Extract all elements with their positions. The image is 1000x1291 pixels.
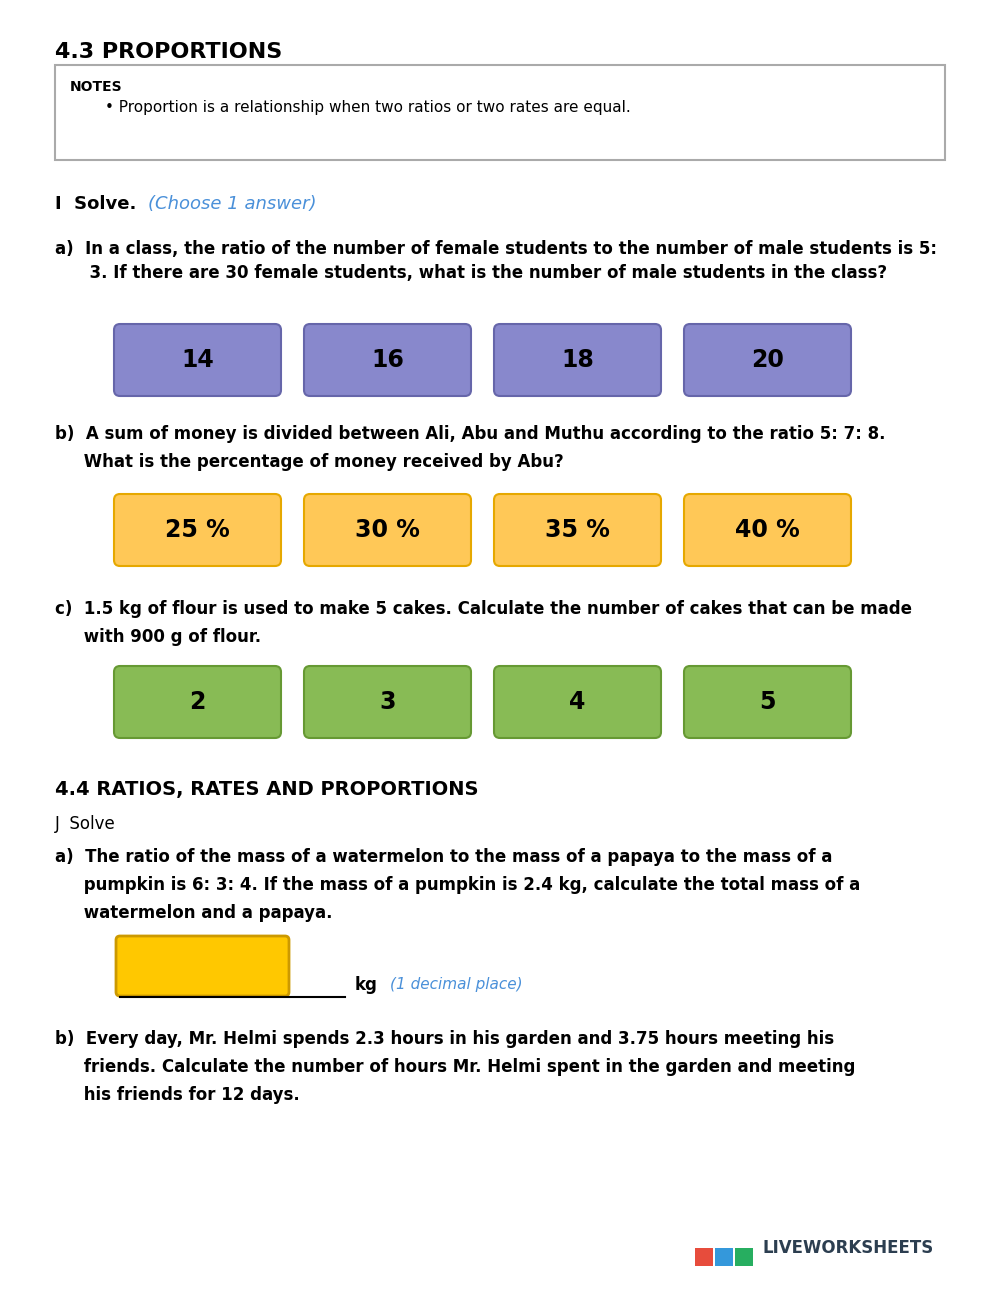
Text: his friends for 12 days.: his friends for 12 days. (55, 1086, 300, 1104)
Text: b)  Every day, Mr. Helmi spends 2.3 hours in his garden and 3.75 hours meeting h: b) Every day, Mr. Helmi spends 2.3 hours… (55, 1030, 834, 1048)
FancyBboxPatch shape (55, 65, 945, 160)
Text: What is the percentage of money received by Abu?: What is the percentage of money received… (55, 453, 564, 471)
Text: 30 %: 30 % (355, 518, 420, 542)
FancyBboxPatch shape (114, 666, 281, 738)
FancyBboxPatch shape (304, 666, 471, 738)
Text: b)  A sum of money is divided between Ali, Abu and Muthu according to the ratio : b) A sum of money is divided between Ali… (55, 425, 886, 443)
FancyBboxPatch shape (304, 494, 471, 565)
Text: friends. Calculate the number of hours Mr. Helmi spent in the garden and meeting: friends. Calculate the number of hours M… (55, 1059, 855, 1075)
Text: 18: 18 (561, 349, 594, 372)
Text: 4: 4 (569, 689, 586, 714)
Text: (1 decimal place): (1 decimal place) (390, 977, 523, 993)
Text: (Choose 1 answer): (Choose 1 answer) (148, 195, 316, 213)
Text: watermelon and a papaya.: watermelon and a papaya. (55, 904, 332, 922)
FancyBboxPatch shape (114, 494, 281, 565)
Text: 4.3 PROPORTIONS: 4.3 PROPORTIONS (55, 43, 282, 62)
Text: 35 %: 35 % (545, 518, 610, 542)
Text: a)  In a class, the ratio of the number of female students to the number of male: a) In a class, the ratio of the number o… (55, 240, 937, 281)
FancyBboxPatch shape (494, 494, 661, 565)
Text: I  Solve.: I Solve. (55, 195, 136, 213)
Text: kg: kg (355, 976, 378, 994)
FancyBboxPatch shape (494, 666, 661, 738)
Text: 25 %: 25 % (165, 518, 230, 542)
FancyBboxPatch shape (304, 324, 471, 396)
Text: 16: 16 (371, 349, 404, 372)
FancyBboxPatch shape (715, 1248, 733, 1266)
FancyBboxPatch shape (735, 1248, 753, 1266)
FancyBboxPatch shape (684, 666, 851, 738)
Text: 4.4 RATIOS, RATES AND PROPORTIONS: 4.4 RATIOS, RATES AND PROPORTIONS (55, 780, 479, 799)
Text: a)  The ratio of the mass of a watermelon to the mass of a papaya to the mass of: a) The ratio of the mass of a watermelon… (55, 848, 832, 866)
FancyBboxPatch shape (116, 936, 289, 995)
Text: pumpkin is 6: 3: 4. If the mass of a pumpkin is 2.4 kg, calculate the total mass: pumpkin is 6: 3: 4. If the mass of a pum… (55, 877, 860, 893)
Text: J  Solve: J Solve (55, 815, 116, 833)
Text: with 900 g of flour.: with 900 g of flour. (55, 627, 261, 646)
Text: 14: 14 (181, 349, 214, 372)
Text: 3: 3 (379, 689, 396, 714)
Text: NOTES: NOTES (70, 80, 123, 94)
Text: 5: 5 (759, 689, 776, 714)
Text: • Proportion is a relationship when two ratios or two rates are equal.: • Proportion is a relationship when two … (105, 99, 631, 115)
Text: 40 %: 40 % (735, 518, 800, 542)
FancyBboxPatch shape (684, 494, 851, 565)
FancyBboxPatch shape (684, 324, 851, 396)
Text: 2: 2 (189, 689, 206, 714)
FancyBboxPatch shape (695, 1248, 713, 1266)
Text: LIVEWORKSHEETS: LIVEWORKSHEETS (763, 1239, 934, 1257)
Text: 20: 20 (751, 349, 784, 372)
FancyBboxPatch shape (494, 324, 661, 396)
FancyBboxPatch shape (114, 324, 281, 396)
Text: c)  1.5 kg of flour is used to make 5 cakes. Calculate the number of cakes that : c) 1.5 kg of flour is used to make 5 cak… (55, 600, 912, 618)
